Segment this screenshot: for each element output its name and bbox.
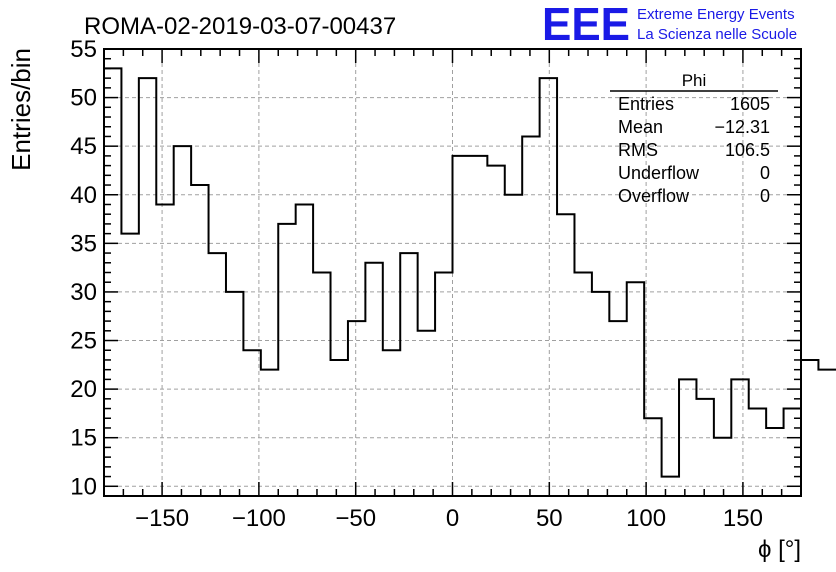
grid-lines (104, 48, 801, 496)
y-tick-label: 35 (70, 230, 97, 257)
logo-mark: EEE (542, 0, 630, 50)
y-tick-label: 55 (70, 36, 97, 63)
x-tick-labels: −150 −100 −50 0 50 100 150 (135, 505, 763, 532)
stats-box: Phi Entries 1605 Mean −12.31 RMS 106.5 Underfl… (610, 71, 778, 206)
x-tick-label: 100 (626, 505, 666, 532)
stats-label: Underflow (618, 163, 700, 183)
y-tick-label: 50 (70, 85, 97, 112)
x-tick-label: −150 (135, 505, 189, 532)
eee-logo: EEE Extreme Energy Events La Scienza nel… (542, 0, 797, 50)
x-axis-label: ϕ [°] (758, 536, 801, 563)
stats-rows: Entries 1605 Mean −12.31 RMS 106.5 Underflow 0 O… (618, 94, 770, 206)
x-tick-label: −50 (335, 505, 376, 532)
stats-box-title: Phi (682, 71, 707, 90)
stats-value: −12.31 (714, 117, 770, 137)
x-tick-label: 50 (536, 505, 563, 532)
y-tick-label: 15 (70, 425, 97, 452)
logo-line-1: Extreme Energy Events (637, 6, 795, 23)
stats-label: Entries (618, 94, 674, 114)
stats-label: Mean (618, 117, 663, 137)
chart-title: ROMA-02-2019-03-07-00437 (84, 13, 396, 40)
stats-value: 0 (760, 163, 770, 183)
y-tick-labels: 10 15 20 25 30 35 40 45 50 55 (70, 36, 97, 500)
y-tick-label: 20 (70, 376, 97, 403)
x-tick-label: 150 (723, 505, 763, 532)
stats-value: 106.5 (725, 140, 770, 160)
plot-frame (103, 48, 802, 497)
y-tick-label: 10 (70, 473, 97, 500)
stats-value: 0 (760, 186, 770, 206)
y-tick-label: 45 (70, 133, 97, 160)
y-tick-label: 40 (70, 182, 97, 209)
y-tick-label: 30 (70, 279, 97, 306)
y-axis-label: Entries/bin (6, 48, 36, 171)
stats-label: RMS (618, 140, 658, 160)
x-tick-label: 0 (446, 505, 459, 532)
y-tick-label: 25 (70, 328, 97, 355)
stats-value: 1605 (730, 94, 770, 114)
stats-label: Overflow (618, 186, 690, 206)
x-tick-label: −100 (232, 505, 286, 532)
logo-line-2: La Scienza nelle Scuole (637, 26, 797, 43)
